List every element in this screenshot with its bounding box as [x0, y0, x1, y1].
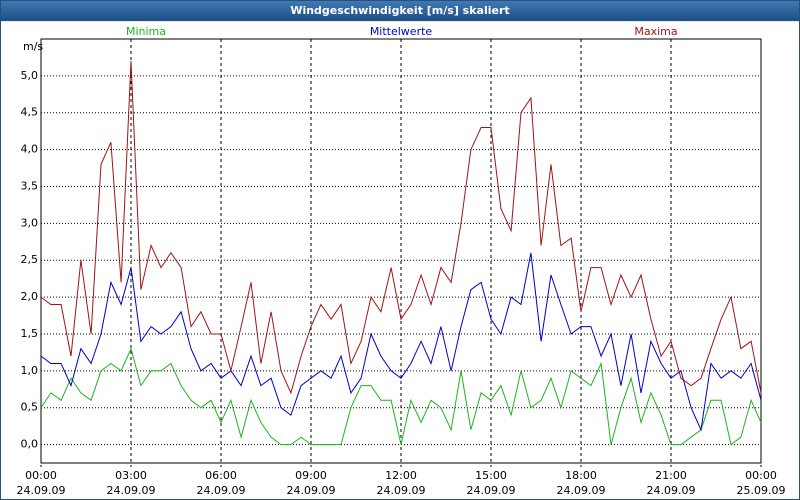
- series-line: [40, 347, 762, 446]
- y-tick-label: 0,5: [21, 401, 39, 414]
- y-tick-label: 5,0: [21, 69, 39, 82]
- x-tick-label: 06:00 24.09.09: [196, 469, 246, 497]
- x-tick-label: 12:00 24.09.09: [376, 469, 426, 497]
- y-tick-label: 2,5: [21, 253, 39, 266]
- series-line: [40, 61, 762, 395]
- title-bar: Windgeschwindigkeit [m/s] skaliert: [1, 1, 799, 21]
- x-tick-label: 00:00 25.09.09: [736, 469, 786, 497]
- plot-frame: [40, 38, 762, 464]
- legend-label: Maxima: [634, 25, 677, 38]
- background: [1, 22, 799, 499]
- y-tick-label: 4,0: [21, 143, 39, 156]
- legend-label: Mittelwerte: [370, 25, 433, 38]
- legend-label: Minima: [126, 25, 166, 38]
- y-tick-label: 3,5: [21, 179, 39, 192]
- y-tick-label: 1,0: [21, 364, 39, 377]
- x-tick-label: 15:00 24.09.09: [466, 469, 516, 497]
- x-tick-label: 18:00 24.09.09: [556, 469, 606, 497]
- chart: m/s 0,0 0,5 1,0 1,5 2,0 2,5 3,0 3,5 4,0 4,5 5,0 Min…: [1, 22, 799, 499]
- x-tick-label: 03:00 24.09.09: [106, 469, 156, 497]
- x-tick-label: 21:00 24.09.09: [646, 469, 696, 497]
- x-tick-label: 00:00 24.09.09: [16, 469, 66, 497]
- x-tick-label: 09:00 24.09.09: [286, 469, 336, 497]
- y-tick-label: 3,0: [21, 216, 39, 229]
- y-tick-label: 1,5: [21, 327, 39, 340]
- y-tick-label: 2,0: [21, 290, 39, 303]
- y-tick-label: 0,0: [21, 438, 39, 451]
- series-line: [40, 252, 762, 432]
- y-axis-label: m/s: [23, 40, 43, 53]
- y-tick-label: 4,5: [21, 106, 39, 119]
